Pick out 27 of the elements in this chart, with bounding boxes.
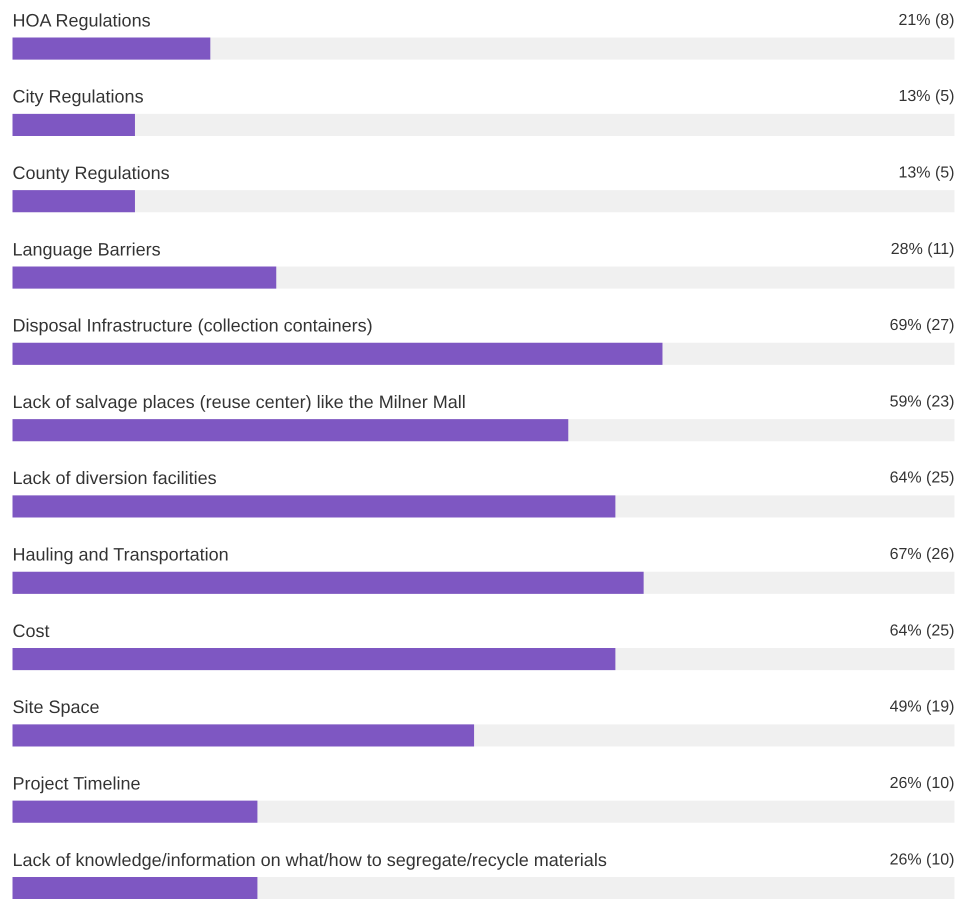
y-tick-label: Site Space: [12, 697, 100, 718]
y-tick-label: Lack of knowledge/information on what/how to segregate/recycle materials: [12, 850, 607, 870]
y-tick-label: Lack of diversion facilities: [12, 468, 217, 488]
data-label: 26% (10): [890, 775, 954, 792]
y-tick-label: HOA Regulations: [12, 10, 151, 30]
bar: [12, 114, 135, 136]
data-label: 67% (26): [890, 546, 954, 564]
y-tick-label: Lack of salvage places (reuse center) like the Milner Mall: [12, 392, 466, 412]
y-tick-label: City Regulations: [12, 86, 144, 107]
y-tick-label: Cost: [12, 620, 50, 641]
bar: [12, 38, 210, 60]
y-tick-label: Disposal Infrastructure (collection containers): [12, 316, 373, 336]
data-label: 26% (10): [890, 851, 954, 868]
data-label: 13% (5): [898, 88, 955, 106]
data-label: 49% (19): [890, 698, 954, 716]
data-label: 64% (25): [890, 470, 954, 487]
y-tick-label: Language Barriers: [12, 239, 161, 260]
data-label: 59% (23): [890, 393, 954, 410]
data-label: 21% (8): [898, 12, 955, 29]
y-tick-label: County Regulations: [12, 162, 170, 183]
data-label: 64% (25): [890, 622, 954, 640]
y-tick-label: Hauling and Transportation: [12, 544, 229, 565]
bar: [12, 190, 135, 212]
data-label: 69% (27): [890, 317, 954, 334]
y-tick-label: Project Timeline: [12, 774, 141, 794]
data-label: 13% (5): [898, 164, 955, 182]
data-label: 28% (11): [890, 240, 954, 258]
